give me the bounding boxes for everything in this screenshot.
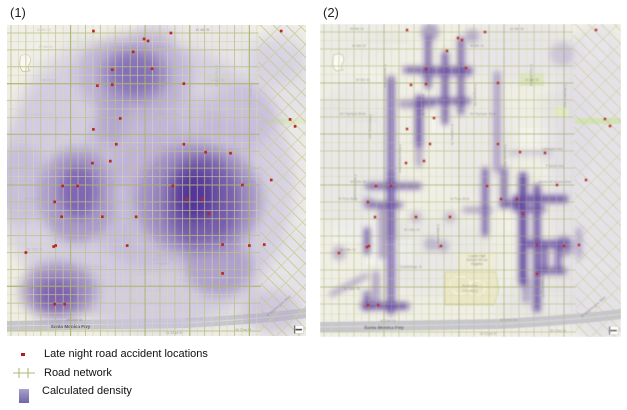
svg-text:Rosedale: Rosedale [462, 284, 477, 288]
svg-text:S Mariposa Ave: S Mariposa Ave [368, 114, 372, 139]
svg-text:W 15th St: W 15th St [340, 248, 356, 252]
svg-text:W 20th St: W 20th St [380, 319, 396, 323]
svg-text:W 23rd St: W 23rd St [235, 328, 251, 332]
svg-text:S Vermont Ave: S Vermont Ave [383, 64, 387, 88]
svg-text:W 4th St: W 4th St [510, 27, 524, 31]
svg-text:W Pico Blvd: W Pico Blvd [450, 197, 469, 201]
svg-text:W 4th St: W 4th St [196, 28, 210, 32]
svg-text:W 4th St: W 4th St [350, 27, 364, 31]
svg-text:W 23rd St: W 23rd St [550, 329, 566, 333]
svg-text:W Olympic Blvd: W Olympic Blvd [470, 112, 495, 116]
svg-text:W 6th St: W 6th St [470, 44, 484, 48]
svg-text:W 8th St: W 8th St [356, 78, 370, 82]
svg-text:W 16th St: W 16th St [344, 287, 360, 291]
svg-text:S Catalina St: S Catalina St [450, 124, 454, 145]
svg-text:W 20th St: W 20th St [67, 318, 83, 322]
svg-text:S Western Ave: S Western Ave [563, 84, 567, 108]
svg-text:W 12th St: W 12th St [350, 180, 366, 184]
svg-text:W 22nd St: W 22nd St [500, 318, 517, 322]
svg-text:S New Hampshire: S New Hampshire [398, 144, 402, 173]
svg-text:S Kingsley Dr: S Kingsley Dr [473, 84, 477, 107]
svg-text:W Pico Blvd: W Pico Blvd [338, 197, 357, 201]
svg-text:W 8th St: W 8th St [525, 78, 539, 82]
svg-text:S Gramercy Pl: S Gramercy Pl [541, 274, 545, 298]
svg-text:W 22nd St: W 22nd St [480, 332, 497, 336]
svg-text:S Harvard Blvd: S Harvard Blvd [503, 144, 507, 168]
svg-text:James M Wood Blvd: James M Wood Blvd [538, 180, 571, 184]
svg-text:Cambridge St: Cambridge St [400, 265, 422, 269]
svg-text:W 22nd St: W 22nd St [166, 331, 183, 335]
svg-text:Leeward Ave: Leeward Ave [542, 147, 563, 151]
svg-text:School Of Los: School Of Los [467, 258, 488, 262]
svg-text:S Westmoreland: S Westmoreland [353, 174, 357, 201]
svg-text:S Manhattan Pl: S Manhattan Pl [436, 224, 440, 249]
svg-text:Francis Ave: Francis Ave [546, 164, 565, 168]
svg-text:Angeles: Angeles [471, 262, 483, 266]
svg-text:Loyola High: Loyola High [468, 254, 486, 258]
svg-text:W Olympic Blvd: W Olympic Blvd [340, 112, 365, 116]
svg-text:S Hobart Blvd: S Hobart Blvd [529, 64, 533, 86]
svg-text:W 15th St: W 15th St [404, 228, 420, 232]
svg-text:W 6th St: W 6th St [352, 44, 366, 48]
svg-text:Cemetery: Cemetery [462, 289, 478, 293]
